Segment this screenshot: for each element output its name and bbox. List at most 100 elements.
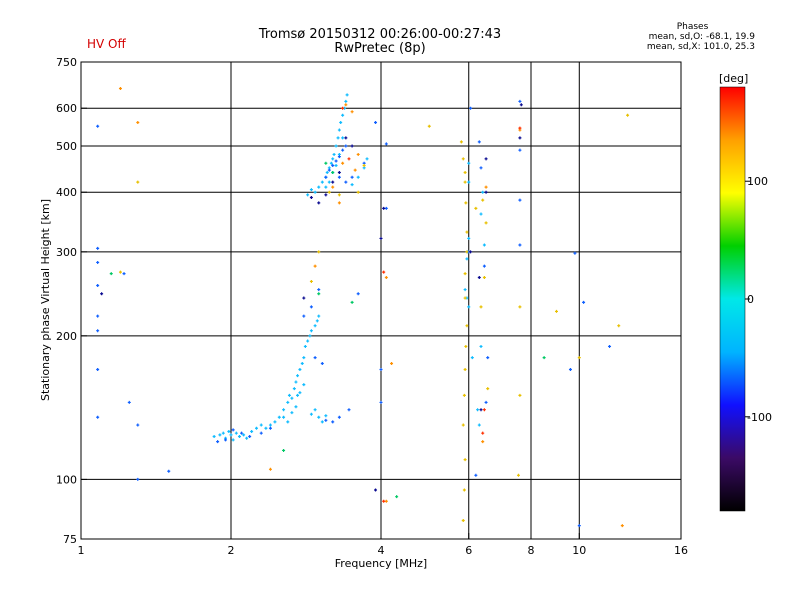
data-point [296, 374, 300, 378]
data-point [313, 408, 317, 412]
x-axis-label: Frequency [MHz] [335, 557, 427, 570]
data-point [465, 230, 469, 234]
data-point [344, 144, 348, 148]
data-point [339, 121, 343, 125]
data-point [273, 420, 277, 424]
data-point [237, 435, 241, 439]
x-tick-label: 2 [228, 544, 235, 557]
data-point [212, 435, 216, 439]
data-point [231, 428, 235, 432]
data-point [286, 420, 290, 424]
data-point [350, 110, 354, 114]
data-point [484, 157, 488, 161]
colorbar-gradient [719, 86, 746, 512]
data-point [309, 188, 313, 192]
y-tick-label: 300 [56, 246, 77, 259]
data-point [474, 473, 478, 477]
data-point [216, 440, 220, 444]
data-point [554, 309, 558, 313]
data-point [287, 393, 291, 397]
data-point [309, 279, 313, 283]
data-point [353, 168, 357, 172]
data-point [479, 305, 483, 309]
data-point [481, 440, 485, 444]
colorbar-ticks: 100 0 -100 [745, 175, 772, 424]
data-points [96, 86, 630, 528]
data-point [96, 124, 100, 128]
data-point [341, 113, 345, 117]
data-point [463, 272, 467, 276]
data-point [461, 519, 465, 523]
data-point [484, 185, 488, 189]
data-point [96, 367, 100, 371]
data-point [96, 260, 100, 264]
data-point [268, 426, 272, 430]
data-point [337, 170, 341, 174]
data-point [464, 201, 468, 205]
data-point [136, 180, 140, 184]
data-point [467, 305, 471, 309]
data-point [518, 198, 522, 202]
data-point [344, 180, 348, 184]
data-point [248, 435, 252, 439]
data-point [518, 148, 522, 152]
data-point [118, 86, 122, 90]
data-point [298, 367, 302, 371]
data-point [465, 257, 469, 261]
y-tick-label: 400 [56, 186, 77, 199]
data-point [341, 106, 345, 110]
data-point [277, 415, 281, 419]
data-point [259, 423, 263, 427]
chart-title-line1: Tromsø 20150312 00:26:00-00:27:43 [258, 27, 502, 42]
data-point [347, 408, 351, 412]
data-point [482, 276, 486, 280]
data-point [320, 361, 324, 365]
data-point [608, 344, 612, 348]
data-point [324, 161, 328, 165]
phase-stats-x: mean, sd,X: 101.0, 25.3 [646, 42, 755, 52]
data-point [327, 168, 331, 172]
data-point [298, 391, 302, 395]
data-point [463, 367, 467, 371]
data-point [395, 495, 399, 499]
data-point [481, 431, 485, 435]
data-point [474, 206, 478, 210]
data-point [518, 99, 522, 103]
data-point [482, 243, 486, 247]
data-point [286, 400, 290, 404]
data-point [334, 164, 338, 168]
data-point [331, 185, 335, 189]
y-tick-label: 75 [63, 533, 77, 546]
data-point [463, 170, 467, 174]
y-tick-label: 600 [56, 102, 77, 115]
data-point [250, 430, 254, 434]
data-point [324, 193, 328, 197]
data-point [331, 157, 335, 161]
data-point [476, 408, 480, 412]
data-point [479, 408, 483, 412]
data-point [96, 329, 100, 333]
data-point [356, 190, 360, 194]
data-point [573, 251, 577, 255]
data-point [467, 161, 471, 165]
data-point [482, 408, 486, 412]
phase-colorbar: [deg] 100 0 -100 [719, 72, 772, 512]
data-point [461, 157, 465, 161]
x-tick-label: 16 [674, 544, 688, 557]
data-point [268, 423, 272, 427]
data-point [324, 414, 328, 418]
data-point [259, 431, 263, 435]
data-point [309, 329, 313, 333]
data-point [519, 103, 523, 107]
data-point [345, 93, 349, 97]
data-point [620, 524, 624, 528]
data-point [136, 477, 140, 481]
data-point [486, 387, 490, 391]
data-point [481, 190, 485, 194]
colorbar-tick-label: 100 [747, 175, 768, 188]
data-point [313, 264, 317, 268]
data-point [469, 106, 473, 110]
data-point [350, 175, 354, 179]
data-point [350, 183, 354, 187]
y-tick-label: 750 [56, 56, 77, 69]
